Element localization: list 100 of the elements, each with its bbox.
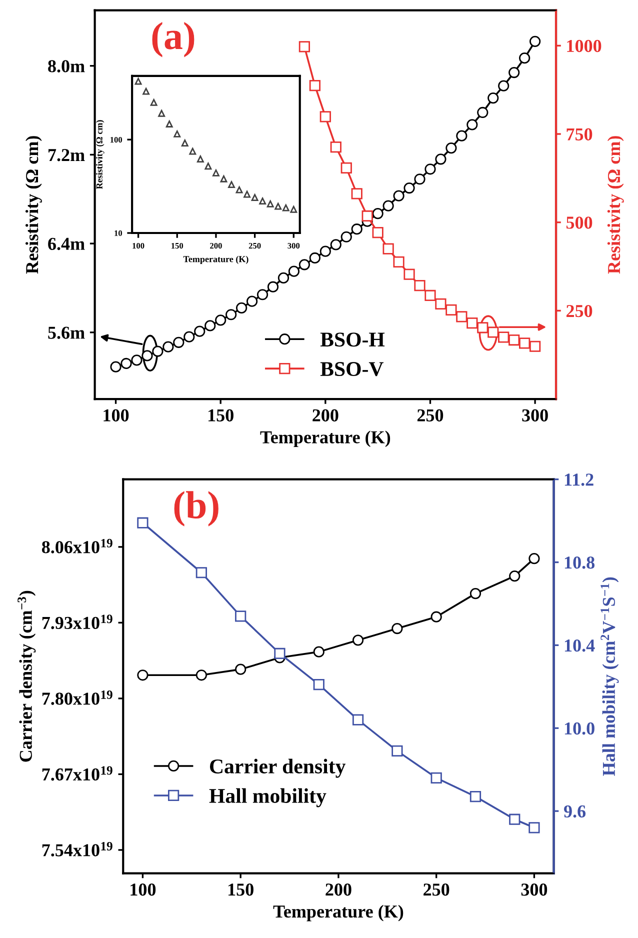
y-tick-label: 8.0m — [48, 60, 85, 72]
point — [466, 317, 478, 329]
point — [196, 567, 207, 578]
point — [131, 354, 142, 366]
y-tick-label: 10 — [114, 230, 122, 236]
point — [251, 194, 258, 201]
point — [372, 227, 384, 238]
point — [267, 281, 279, 292]
point — [236, 302, 248, 314]
point — [150, 98, 158, 106]
point — [162, 341, 174, 352]
point — [236, 186, 243, 194]
point — [174, 130, 181, 138]
point — [456, 130, 468, 142]
point — [352, 714, 364, 726]
point — [215, 314, 226, 326]
point — [309, 80, 320, 92]
point — [274, 202, 282, 210]
point — [382, 200, 394, 212]
point — [320, 246, 331, 257]
point — [228, 181, 235, 188]
point — [456, 311, 468, 322]
point — [313, 679, 324, 690]
y2-axis-title: Resistivity (Ω cm) — [607, 136, 624, 274]
point — [256, 289, 268, 300]
point — [446, 304, 457, 316]
y2-tick-label: 1000 — [567, 40, 602, 52]
point — [446, 142, 457, 154]
point — [362, 210, 373, 222]
point — [351, 224, 362, 235]
y-tick-label: 7.2m — [48, 149, 85, 162]
y-tick-label: 7.93x10$^{19}$ — [42, 614, 112, 630]
legend-label: Carrier density — [210, 758, 346, 778]
x-tick-label: 200 — [210, 242, 222, 249]
point — [137, 517, 148, 528]
point — [152, 346, 164, 357]
y-tick-label: 7.67x10$^{19}$ — [42, 766, 112, 781]
point — [220, 175, 228, 182]
point — [142, 88, 150, 95]
point — [509, 814, 520, 825]
point — [330, 142, 342, 153]
y2-tick-label: 10.8 — [564, 556, 595, 569]
point — [404, 182, 415, 194]
point — [393, 256, 404, 268]
point — [110, 361, 122, 372]
y2-tick-label: 750 — [566, 128, 592, 140]
point — [382, 243, 394, 254]
legend-label: BSO-H — [320, 332, 385, 347]
point — [259, 198, 266, 204]
point — [470, 791, 482, 802]
point — [392, 745, 403, 756]
point — [466, 119, 478, 130]
x-axis-title: Temperature (K) — [183, 256, 248, 264]
point — [282, 204, 290, 212]
point — [246, 296, 258, 307]
point — [508, 66, 520, 78]
x-tick-label: 250 — [417, 409, 444, 422]
point — [340, 162, 352, 174]
y2-tick-label: 10.0 — [564, 722, 594, 735]
point — [189, 148, 196, 155]
x-tick-label: 150 — [228, 884, 254, 896]
point — [430, 772, 442, 784]
point — [134, 78, 142, 85]
point — [330, 239, 342, 250]
point — [290, 206, 298, 213]
point — [274, 648, 286, 660]
point — [288, 266, 300, 277]
y-tick-label: 7.80x10$^{19}$ — [42, 690, 112, 705]
annotation: (b) — [174, 491, 218, 526]
point — [266, 200, 274, 208]
y2-tick-label: 11.2 — [564, 474, 594, 486]
legend-label: BSO-V — [320, 362, 384, 376]
x-tick-label: 150 — [208, 409, 234, 422]
x-tick-label: 150 — [172, 242, 184, 249]
point — [435, 298, 446, 310]
y-axis-title: Carrier density (cm$^{−3}$) — [18, 590, 36, 762]
point — [204, 320, 216, 332]
point — [298, 41, 310, 52]
point — [166, 120, 173, 128]
y-axis-title: Resistivity (Ω cm) — [96, 120, 104, 190]
point — [204, 162, 212, 170]
point — [158, 110, 166, 117]
point — [340, 231, 352, 242]
x-tick-label: 100 — [132, 242, 144, 249]
point — [212, 169, 220, 176]
point — [244, 190, 251, 198]
point — [278, 272, 290, 284]
point — [194, 326, 206, 337]
point — [372, 208, 384, 220]
point — [529, 340, 541, 352]
x-tick-label: 200 — [312, 409, 338, 422]
x-tick-label: 300 — [522, 409, 548, 422]
x-tick-label: 250 — [248, 242, 261, 249]
point — [298, 259, 310, 270]
point — [120, 358, 132, 370]
x-axis-title: Temperature (K) — [273, 904, 404, 922]
point — [309, 252, 320, 264]
point — [424, 164, 436, 175]
point — [173, 336, 184, 348]
point — [498, 80, 510, 92]
